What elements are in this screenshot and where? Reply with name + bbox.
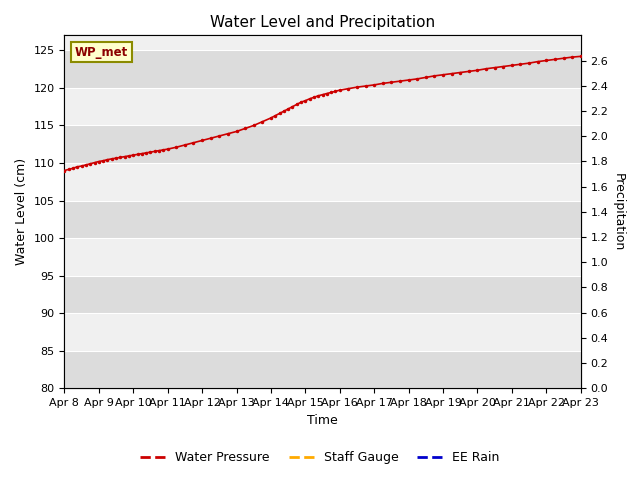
Bar bbox=[169, 312, 170, 388]
Bar bbox=[289, 376, 291, 388]
Legend: Water Pressure, Staff Gauge, EE Rain: Water Pressure, Staff Gauge, EE Rain bbox=[136, 446, 504, 469]
Text: WP_met: WP_met bbox=[75, 46, 128, 59]
Bar bbox=[518, 376, 520, 388]
Bar bbox=[516, 363, 518, 388]
Bar bbox=[452, 370, 454, 388]
Title: Water Level and Precipitation: Water Level and Precipitation bbox=[210, 15, 435, 30]
Bar bbox=[65, 351, 580, 388]
Bar bbox=[65, 313, 580, 351]
Bar bbox=[348, 376, 349, 388]
Bar bbox=[346, 376, 348, 388]
Bar bbox=[270, 363, 271, 388]
Bar bbox=[65, 201, 580, 238]
Bar bbox=[65, 50, 580, 88]
Bar bbox=[65, 88, 580, 125]
Bar bbox=[167, 376, 168, 388]
Bar bbox=[305, 171, 306, 388]
Bar bbox=[65, 276, 580, 313]
Bar bbox=[511, 80, 513, 388]
Y-axis label: Precipitation: Precipitation bbox=[612, 173, 625, 251]
Bar bbox=[65, 163, 580, 201]
Bar bbox=[286, 332, 287, 388]
Bar bbox=[65, 238, 580, 276]
Bar bbox=[265, 382, 266, 388]
Bar bbox=[184, 382, 186, 388]
Bar bbox=[65, 125, 580, 163]
Bar bbox=[454, 376, 456, 388]
Bar bbox=[307, 357, 308, 388]
Bar bbox=[554, 382, 556, 388]
X-axis label: Time: Time bbox=[307, 414, 338, 427]
Bar bbox=[291, 382, 292, 388]
Bar bbox=[552, 350, 554, 388]
Bar bbox=[308, 382, 309, 388]
Bar bbox=[515, 360, 516, 388]
Bar bbox=[344, 363, 346, 388]
Y-axis label: Water Level (cm): Water Level (cm) bbox=[15, 158, 28, 265]
Bar bbox=[170, 382, 172, 388]
Bar bbox=[520, 378, 521, 388]
Bar bbox=[513, 353, 514, 388]
Bar bbox=[287, 336, 289, 388]
